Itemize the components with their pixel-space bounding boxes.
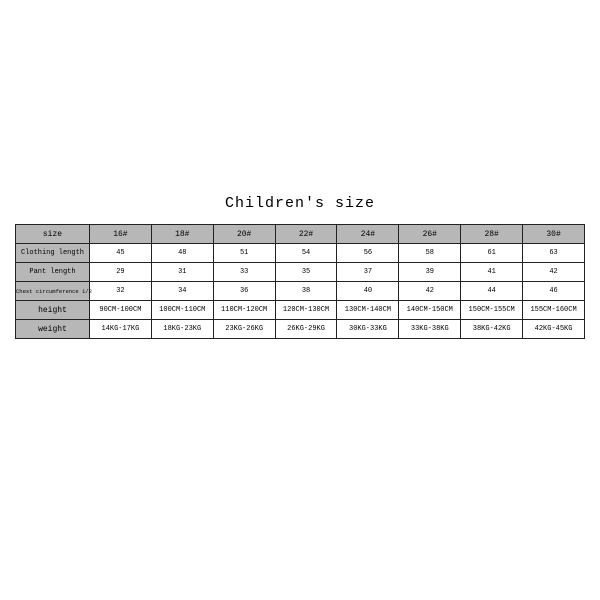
col-30: 30# xyxy=(523,225,585,244)
row-label-height: height xyxy=(16,301,90,320)
table-row: Clothing length 45 48 51 54 56 58 61 63 xyxy=(16,244,585,263)
cell: 63 xyxy=(523,244,585,263)
cell: 31 xyxy=(151,263,213,282)
cell: 42 xyxy=(523,263,585,282)
col-size: size xyxy=(16,225,90,244)
cell: 29 xyxy=(89,263,151,282)
cell: 18KG-23KG xyxy=(151,320,213,339)
size-table: size 16# 18# 20# 22# 24# 26# 28# 30# Clo… xyxy=(15,224,585,339)
col-28: 28# xyxy=(461,225,523,244)
cell: 51 xyxy=(213,244,275,263)
cell: 100CM-110CM xyxy=(151,301,213,320)
cell: 48 xyxy=(151,244,213,263)
cell: 44 xyxy=(461,282,523,301)
cell: 26KG-29KG xyxy=(275,320,337,339)
table-row: Chest circumference 1/2 32 34 36 38 40 4… xyxy=(16,282,585,301)
cell: 33 xyxy=(213,263,275,282)
table-row: Pant length 29 31 33 35 37 39 41 42 xyxy=(16,263,585,282)
col-16: 16# xyxy=(89,225,151,244)
row-label-chest: Chest circumference 1/2 xyxy=(16,282,90,301)
cell: 34 xyxy=(151,282,213,301)
cell: 14KG-17KG xyxy=(89,320,151,339)
cell: 61 xyxy=(461,244,523,263)
cell: 33KG-38KG xyxy=(399,320,461,339)
cell: 32 xyxy=(89,282,151,301)
col-26: 26# xyxy=(399,225,461,244)
cell: 23KG-26KG xyxy=(213,320,275,339)
col-22: 22# xyxy=(275,225,337,244)
table-header-row: size 16# 18# 20# 22# 24# 26# 28# 30# xyxy=(16,225,585,244)
col-24: 24# xyxy=(337,225,399,244)
cell: 42 xyxy=(399,282,461,301)
cell: 90CM-100CM xyxy=(89,301,151,320)
row-label-clothing-length: Clothing length xyxy=(16,244,90,263)
cell: 56 xyxy=(337,244,399,263)
table-row: height 90CM-100CM 100CM-110CM 110CM-120C… xyxy=(16,301,585,320)
chart-title: Children's size xyxy=(225,195,375,212)
row-label-weight: weight xyxy=(16,320,90,339)
cell: 38KG-42KG xyxy=(461,320,523,339)
cell: 120CM-130CM xyxy=(275,301,337,320)
table-row: weight 14KG-17KG 18KG-23KG 23KG-26KG 26K… xyxy=(16,320,585,339)
cell: 54 xyxy=(275,244,337,263)
cell: 130CM-140CM xyxy=(337,301,399,320)
col-18: 18# xyxy=(151,225,213,244)
cell: 35 xyxy=(275,263,337,282)
cell: 58 xyxy=(399,244,461,263)
cell: 150CM-155CM xyxy=(461,301,523,320)
row-label-pant-length: Pant length xyxy=(16,263,90,282)
cell: 38 xyxy=(275,282,337,301)
cell: 45 xyxy=(89,244,151,263)
cell: 155CM-160CM xyxy=(523,301,585,320)
cell: 42KG-45KG xyxy=(523,320,585,339)
cell: 46 xyxy=(523,282,585,301)
cell: 36 xyxy=(213,282,275,301)
cell: 110CM-120CM xyxy=(213,301,275,320)
cell: 37 xyxy=(337,263,399,282)
cell: 39 xyxy=(399,263,461,282)
cell: 41 xyxy=(461,263,523,282)
cell: 140CM-150CM xyxy=(399,301,461,320)
cell: 40 xyxy=(337,282,399,301)
col-20: 20# xyxy=(213,225,275,244)
cell: 30KG-33KG xyxy=(337,320,399,339)
